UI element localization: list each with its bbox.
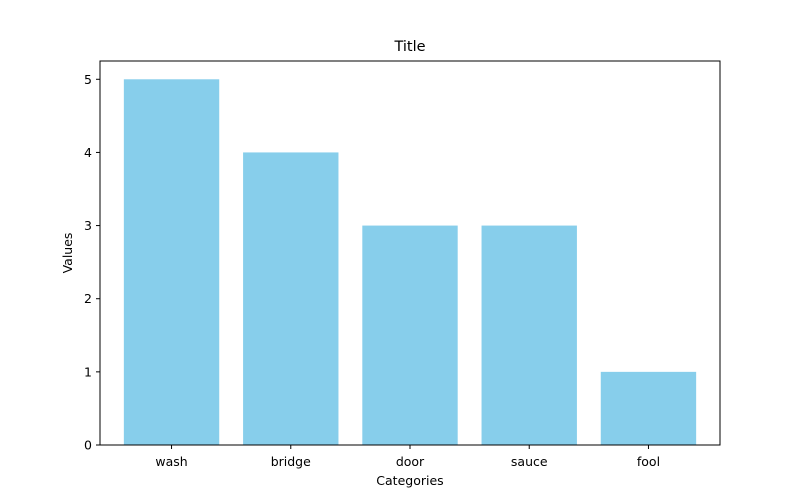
x-tick-label: fool <box>637 454 660 469</box>
y-axis-ticks: 0 1 2 3 4 5 <box>84 72 100 453</box>
bar-door <box>362 225 458 445</box>
y-tick-label: 3 <box>84 218 92 233</box>
bar-wash <box>123 79 220 445</box>
y-axis-label: Values <box>60 233 75 274</box>
x-tick-label: bridge <box>271 454 311 469</box>
x-axis-label: Categories <box>376 473 443 488</box>
y-tick-label: 0 <box>84 438 92 453</box>
x-axis-ticks: wash bridge door sauce fool <box>155 445 660 469</box>
y-tick-label: 4 <box>84 145 92 160</box>
x-tick-label: sauce <box>511 454 548 469</box>
y-tick-label: 1 <box>84 364 92 379</box>
bar-fool <box>600 371 697 445</box>
y-tick-label: 5 <box>84 72 92 87</box>
bar-bridge <box>243 152 339 445</box>
chart-title: Title <box>393 39 425 55</box>
x-tick-label: wash <box>155 454 187 469</box>
bars-group <box>123 79 697 445</box>
plot-frame <box>99 60 721 446</box>
y-tick-label: 2 <box>84 291 92 306</box>
x-tick-label: door <box>396 454 425 469</box>
bar-sauce <box>481 225 577 445</box>
